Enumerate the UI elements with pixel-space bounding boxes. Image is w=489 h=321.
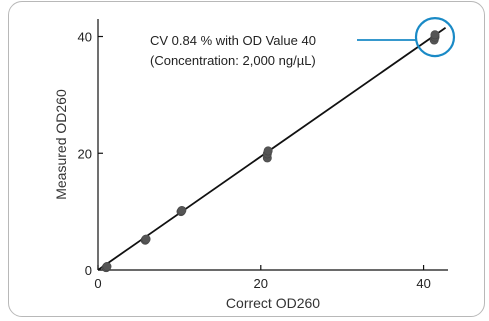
x-tick-label: 40 <box>416 276 430 291</box>
data-point <box>177 205 187 215</box>
y-tick-label: 40 <box>78 30 92 45</box>
data-point <box>263 146 273 156</box>
data-point <box>141 234 151 244</box>
x-tick-label: 0 <box>94 276 101 291</box>
x-axis-title: Correct OD260 <box>226 295 320 311</box>
data-points-group <box>101 30 440 273</box>
annotation-group: CV 0.84 % with OD Value 40 (Concentration… <box>150 16 456 68</box>
y-axis-title: Measured OD260 <box>53 89 69 200</box>
y-tick-label: 20 <box>78 146 92 161</box>
x-tick-label: 20 <box>254 276 268 291</box>
annotation-line-2: (Concentration: 2,000 ng/µL) <box>150 53 316 68</box>
data-point <box>430 30 440 40</box>
highlight-circle <box>414 16 456 58</box>
data-point <box>102 261 112 271</box>
chart-frame <box>8 1 485 317</box>
y-tick-label: 0 <box>85 263 92 278</box>
axes-group: 0 20 40 0 20 40 <box>78 19 448 291</box>
annotation-line-1: CV 0.84 % with OD Value 40 <box>150 33 316 48</box>
